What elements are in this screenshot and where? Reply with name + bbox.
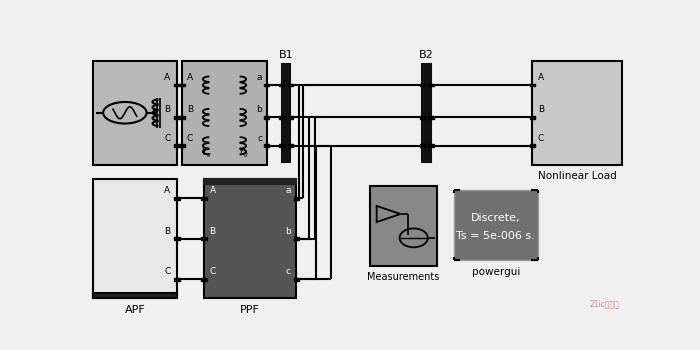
Bar: [419, 145, 425, 147]
Bar: [180, 116, 185, 119]
Text: A: A: [187, 73, 193, 82]
Bar: [202, 237, 207, 240]
Text: C: C: [164, 267, 171, 276]
Text: B: B: [164, 226, 171, 236]
Text: $Y_g$: $Y_g$: [201, 147, 211, 160]
Bar: [419, 84, 425, 86]
Text: B: B: [209, 226, 216, 236]
Text: PPF: PPF: [240, 305, 260, 315]
Bar: [422, 64, 431, 162]
Text: C: C: [209, 267, 216, 276]
Text: C: C: [538, 133, 544, 142]
Text: B2: B2: [419, 49, 434, 60]
Text: Discrete,: Discrete,: [471, 213, 521, 223]
Bar: [454, 190, 538, 260]
Bar: [370, 186, 438, 266]
Text: Nonlinear Load: Nonlinear Load: [538, 172, 617, 181]
Bar: [204, 180, 296, 298]
Bar: [264, 84, 270, 86]
Bar: [174, 197, 180, 199]
Text: a: a: [286, 186, 291, 195]
Text: A: A: [164, 73, 171, 82]
Bar: [279, 145, 284, 147]
Bar: [174, 84, 180, 86]
Bar: [294, 278, 299, 280]
Bar: [428, 116, 433, 119]
Bar: [294, 237, 299, 240]
Bar: [294, 197, 299, 199]
Text: APF: APF: [125, 305, 146, 315]
Bar: [530, 145, 535, 147]
Text: B: B: [187, 105, 193, 114]
Bar: [183, 61, 267, 164]
Bar: [174, 116, 180, 119]
Text: C: C: [187, 133, 193, 142]
Text: Ts = 5e-006 s.: Ts = 5e-006 s.: [456, 231, 535, 241]
Text: c: c: [257, 133, 262, 142]
Text: B1: B1: [279, 49, 293, 60]
Text: a: a: [257, 73, 262, 82]
Bar: [532, 61, 622, 164]
Text: A: A: [164, 186, 171, 195]
Text: Measurements: Measurements: [368, 272, 440, 282]
Bar: [530, 84, 535, 86]
Bar: [288, 84, 293, 86]
Text: 21ic電子網: 21ic電子網: [589, 300, 619, 309]
Bar: [204, 179, 296, 184]
Bar: [174, 145, 180, 147]
Text: b: b: [285, 226, 291, 236]
Bar: [202, 278, 207, 280]
Text: c: c: [286, 267, 291, 276]
Bar: [93, 293, 177, 298]
Bar: [288, 145, 293, 147]
Bar: [264, 145, 270, 147]
Bar: [428, 145, 433, 147]
Bar: [419, 116, 425, 119]
Text: B: B: [164, 105, 171, 114]
Bar: [93, 61, 177, 164]
Bar: [279, 84, 284, 86]
Text: C: C: [164, 133, 171, 142]
Bar: [279, 116, 284, 119]
Bar: [174, 237, 180, 240]
Text: A: A: [209, 186, 216, 195]
Bar: [428, 84, 433, 86]
Text: A: A: [538, 73, 544, 82]
Bar: [180, 84, 185, 86]
Text: powergui: powergui: [472, 267, 520, 277]
Text: B: B: [538, 105, 544, 114]
Bar: [174, 278, 180, 280]
Bar: [264, 116, 270, 119]
Bar: [281, 64, 290, 162]
Bar: [202, 197, 207, 199]
Bar: [530, 116, 535, 119]
Bar: [93, 180, 177, 298]
Bar: [180, 145, 185, 147]
Text: $Y_g$: $Y_g$: [238, 147, 248, 160]
Bar: [288, 116, 293, 119]
Text: b: b: [256, 105, 262, 114]
